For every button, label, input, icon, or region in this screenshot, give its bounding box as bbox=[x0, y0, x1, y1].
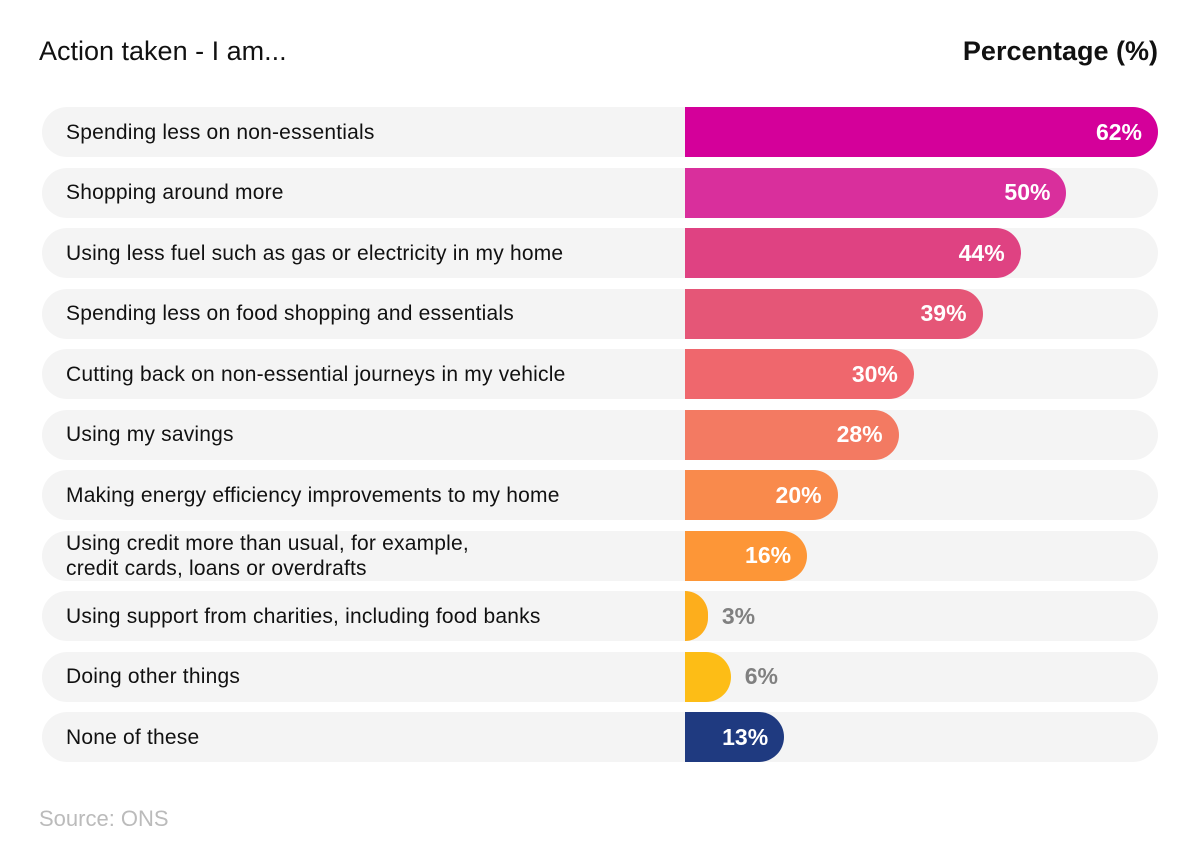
bar bbox=[685, 349, 914, 399]
category-label: Using credit more than usual, for exampl… bbox=[66, 531, 469, 580]
category-label: Making energy efficiency improvements to… bbox=[66, 483, 560, 507]
data-label: 50% bbox=[1004, 179, 1051, 205]
data-label: 16% bbox=[745, 542, 792, 568]
data-label: 30% bbox=[851, 360, 898, 387]
bar bbox=[685, 288, 983, 339]
source-note: Source: ONS bbox=[39, 806, 169, 831]
bar-row: None of these 13% bbox=[42, 712, 1158, 762]
bar bbox=[685, 470, 838, 520]
bar-row: Making energy efficiency improvements to… bbox=[42, 470, 1158, 520]
bar-row: Spending less on non-essentials 62% bbox=[42, 107, 1158, 157]
bar-row: Using credit more than usual, for exampl… bbox=[42, 530, 1158, 581]
data-label: 62% bbox=[1095, 118, 1142, 145]
bar bbox=[685, 530, 808, 581]
bar bbox=[685, 409, 899, 460]
category-label: Using support from charities, including … bbox=[66, 604, 541, 628]
bar-row: Shopping around more 50% bbox=[42, 167, 1158, 218]
category-label: Using my savings bbox=[66, 423, 234, 446]
bar-row: Using less fuel such as gas or electrici… bbox=[42, 228, 1158, 278]
category-label: Using less fuel such as gas or electrici… bbox=[66, 241, 564, 265]
bar bbox=[685, 228, 1021, 278]
bar bbox=[685, 712, 785, 762]
category-label: Spending less on food shopping and essen… bbox=[66, 302, 514, 325]
bar bbox=[685, 591, 708, 641]
category-axis-title: Action taken - I am... bbox=[39, 36, 287, 66]
bar bbox=[685, 651, 731, 702]
bar bbox=[685, 107, 1158, 157]
bar-row: Cutting back on non-essential journeys i… bbox=[42, 349, 1158, 399]
data-label: 3% bbox=[721, 602, 756, 629]
data-label: 28% bbox=[836, 421, 883, 447]
bar bbox=[685, 167, 1067, 218]
bar-row: Spending less on food shopping and essen… bbox=[42, 288, 1158, 339]
data-label: 20% bbox=[775, 481, 822, 508]
category-label: Cutting back on non-essential journeys i… bbox=[66, 362, 566, 386]
category-label: None of these bbox=[66, 725, 200, 749]
data-label: 44% bbox=[958, 239, 1005, 266]
data-label: 39% bbox=[920, 300, 967, 326]
bar-row: Using my savings 28% bbox=[42, 409, 1158, 460]
category-label: Doing other things bbox=[66, 665, 241, 688]
data-label: 13% bbox=[722, 723, 769, 750]
value-axis-title: Percentage (%) bbox=[962, 36, 1158, 66]
category-label: Spending less on non-essentials bbox=[66, 120, 375, 144]
bar-row: Using support from charities, including … bbox=[42, 591, 1158, 641]
category-label: Shopping around more bbox=[66, 181, 284, 204]
data-label: 6% bbox=[744, 663, 779, 689]
bar-row: Doing other things 6% bbox=[42, 651, 1158, 702]
